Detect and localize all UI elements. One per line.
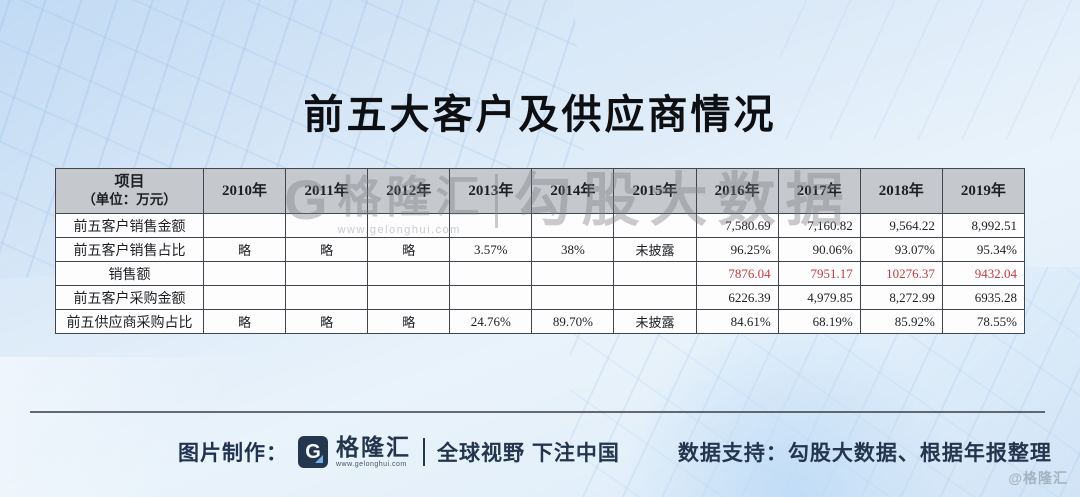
table-row-purchase-amount: 前五客户采购金额 6226.39 4,979.85 8,272.99 6935.… — [55, 285, 1026, 310]
cell: 7951.17 — [777, 261, 861, 286]
row-label: 前五客户采购金额 — [55, 285, 204, 310]
table-row-sales-ratio: 前五客户销售占比 略 略 略 3.57% 38% 未披露 96.25% 90.0… — [55, 237, 1026, 262]
cell — [613, 261, 697, 286]
cell: 7,580.69 — [695, 213, 779, 238]
row-label: 前五供应商采购占比 — [55, 309, 204, 334]
cell: 9432.04 — [941, 261, 1026, 286]
cell — [367, 285, 451, 310]
cell: 10276.37 — [859, 261, 943, 286]
header-year-2016: 2016年 — [695, 168, 779, 214]
row-label: 前五客户销售占比 — [55, 237, 204, 262]
footer-credit-block: 图片制作： G 格隆汇 www.gelonghui.com 全球视野 下注中国 — [178, 436, 620, 468]
cell: 6226.39 — [695, 285, 779, 310]
cell: 7,160.82 — [777, 213, 861, 238]
brand-slogan: 全球视野 下注中国 — [437, 442, 620, 465]
cell — [285, 285, 369, 310]
cell: 7876.04 — [695, 261, 779, 286]
cell — [613, 213, 697, 238]
cell: 90.06% — [777, 237, 861, 262]
cell — [202, 213, 287, 238]
table-row-total-sales: 销售额 7876.04 7951.17 10276.37 9432.04 — [55, 261, 1026, 286]
row-label: 销售额 — [55, 261, 204, 286]
cell: 略 — [285, 237, 369, 262]
header-year-2018: 2018年 — [859, 168, 943, 214]
cell: 84.61% — [695, 309, 779, 334]
cell: 4,979.85 — [777, 285, 861, 310]
table-row-sales-amount: 前五客户销售金额 7,580.69 7,160.82 9,564.22 8,99… — [55, 213, 1026, 238]
brand-name: 格隆汇 — [336, 434, 411, 460]
table-header-row: 项目 （单位：万元） 2010年 2011年 2012年 2013年 2014年… — [55, 168, 1026, 214]
cell — [202, 285, 287, 310]
logo-g-letter: G — [305, 441, 321, 463]
cell: 38% — [531, 237, 615, 262]
cell: 略 — [285, 309, 369, 334]
cell: 24.76% — [449, 309, 533, 334]
cell: 未披露 — [613, 309, 697, 334]
cell — [449, 285, 533, 310]
header-year-2015: 2015年 — [613, 168, 697, 214]
cell: 略 — [202, 237, 287, 262]
footer-vertical-divider — [423, 438, 425, 466]
cell — [531, 213, 615, 238]
cell: 略 — [202, 309, 287, 334]
cell — [202, 261, 287, 286]
credit-label: 图片制作： — [178, 442, 288, 465]
header-year-2014: 2014年 — [531, 168, 615, 214]
gelonghui-handle-watermark: @格隆汇 — [1008, 470, 1068, 486]
footer-divider-line — [30, 411, 1045, 413]
cell — [285, 213, 369, 238]
row-label: 前五客户销售金额 — [55, 213, 204, 238]
page-title: 前五大客户及供应商情况 — [303, 93, 777, 137]
header-year-2019: 2019年 — [941, 168, 1026, 214]
cell: 6935.28 — [941, 285, 1026, 310]
gelonghui-logo-icon: G — [298, 436, 328, 468]
brand-block: 格隆汇 www.gelonghui.com — [336, 434, 411, 469]
cell: 96.25% — [695, 237, 779, 262]
table-row-supplier-purchase-ratio: 前五供应商采购占比 略 略 略 24.76% 89.70% 未披露 84.61%… — [55, 309, 1026, 334]
cell: 68.19% — [777, 309, 861, 334]
cell: 略 — [367, 237, 451, 262]
header-year-2013: 2013年 — [449, 168, 533, 214]
cell: 9,564.22 — [859, 213, 943, 238]
cell: 8,992.51 — [941, 213, 1026, 238]
header-year-2012: 2012年 — [367, 168, 451, 214]
cell: 89.70% — [531, 309, 615, 334]
cell — [285, 261, 369, 286]
header-item-cell: 项目 （单位：万元） — [55, 168, 204, 214]
brand-url: www.gelonghui.com — [336, 461, 407, 468]
header-year-2010: 2010年 — [202, 168, 287, 214]
cell: 93.07% — [859, 237, 943, 262]
cell — [367, 261, 451, 286]
cell — [531, 285, 615, 310]
cell: 95.34% — [941, 237, 1026, 262]
header-year-2011: 2011年 — [285, 168, 369, 214]
cell — [531, 261, 615, 286]
cell — [449, 213, 533, 238]
cell — [367, 213, 451, 238]
cell: 8,272.99 — [859, 285, 943, 310]
footer: 图片制作： G 格隆汇 www.gelonghui.com 全球视野 下注中国 … — [0, 430, 1080, 474]
header-year-2017: 2017年 — [777, 168, 861, 214]
header-item-line1: 项目 — [114, 174, 145, 191]
cell: 85.92% — [859, 309, 943, 334]
cell: 3.57% — [449, 237, 533, 262]
customers-suppliers-table: 项目 （单位：万元） 2010年 2011年 2012年 2013年 2014年… — [55, 168, 1026, 334]
cell — [613, 285, 697, 310]
decorative-streak-bottom-left — [0, 357, 390, 497]
cell: 78.55% — [941, 309, 1026, 334]
header-item-line2: （单位：万元） — [82, 191, 177, 207]
cell: 略 — [367, 309, 451, 334]
cell — [449, 261, 533, 286]
data-support-text: 数据支持：勾股大数据、根据年报整理 — [677, 442, 1052, 465]
cell: 未披露 — [613, 237, 697, 262]
